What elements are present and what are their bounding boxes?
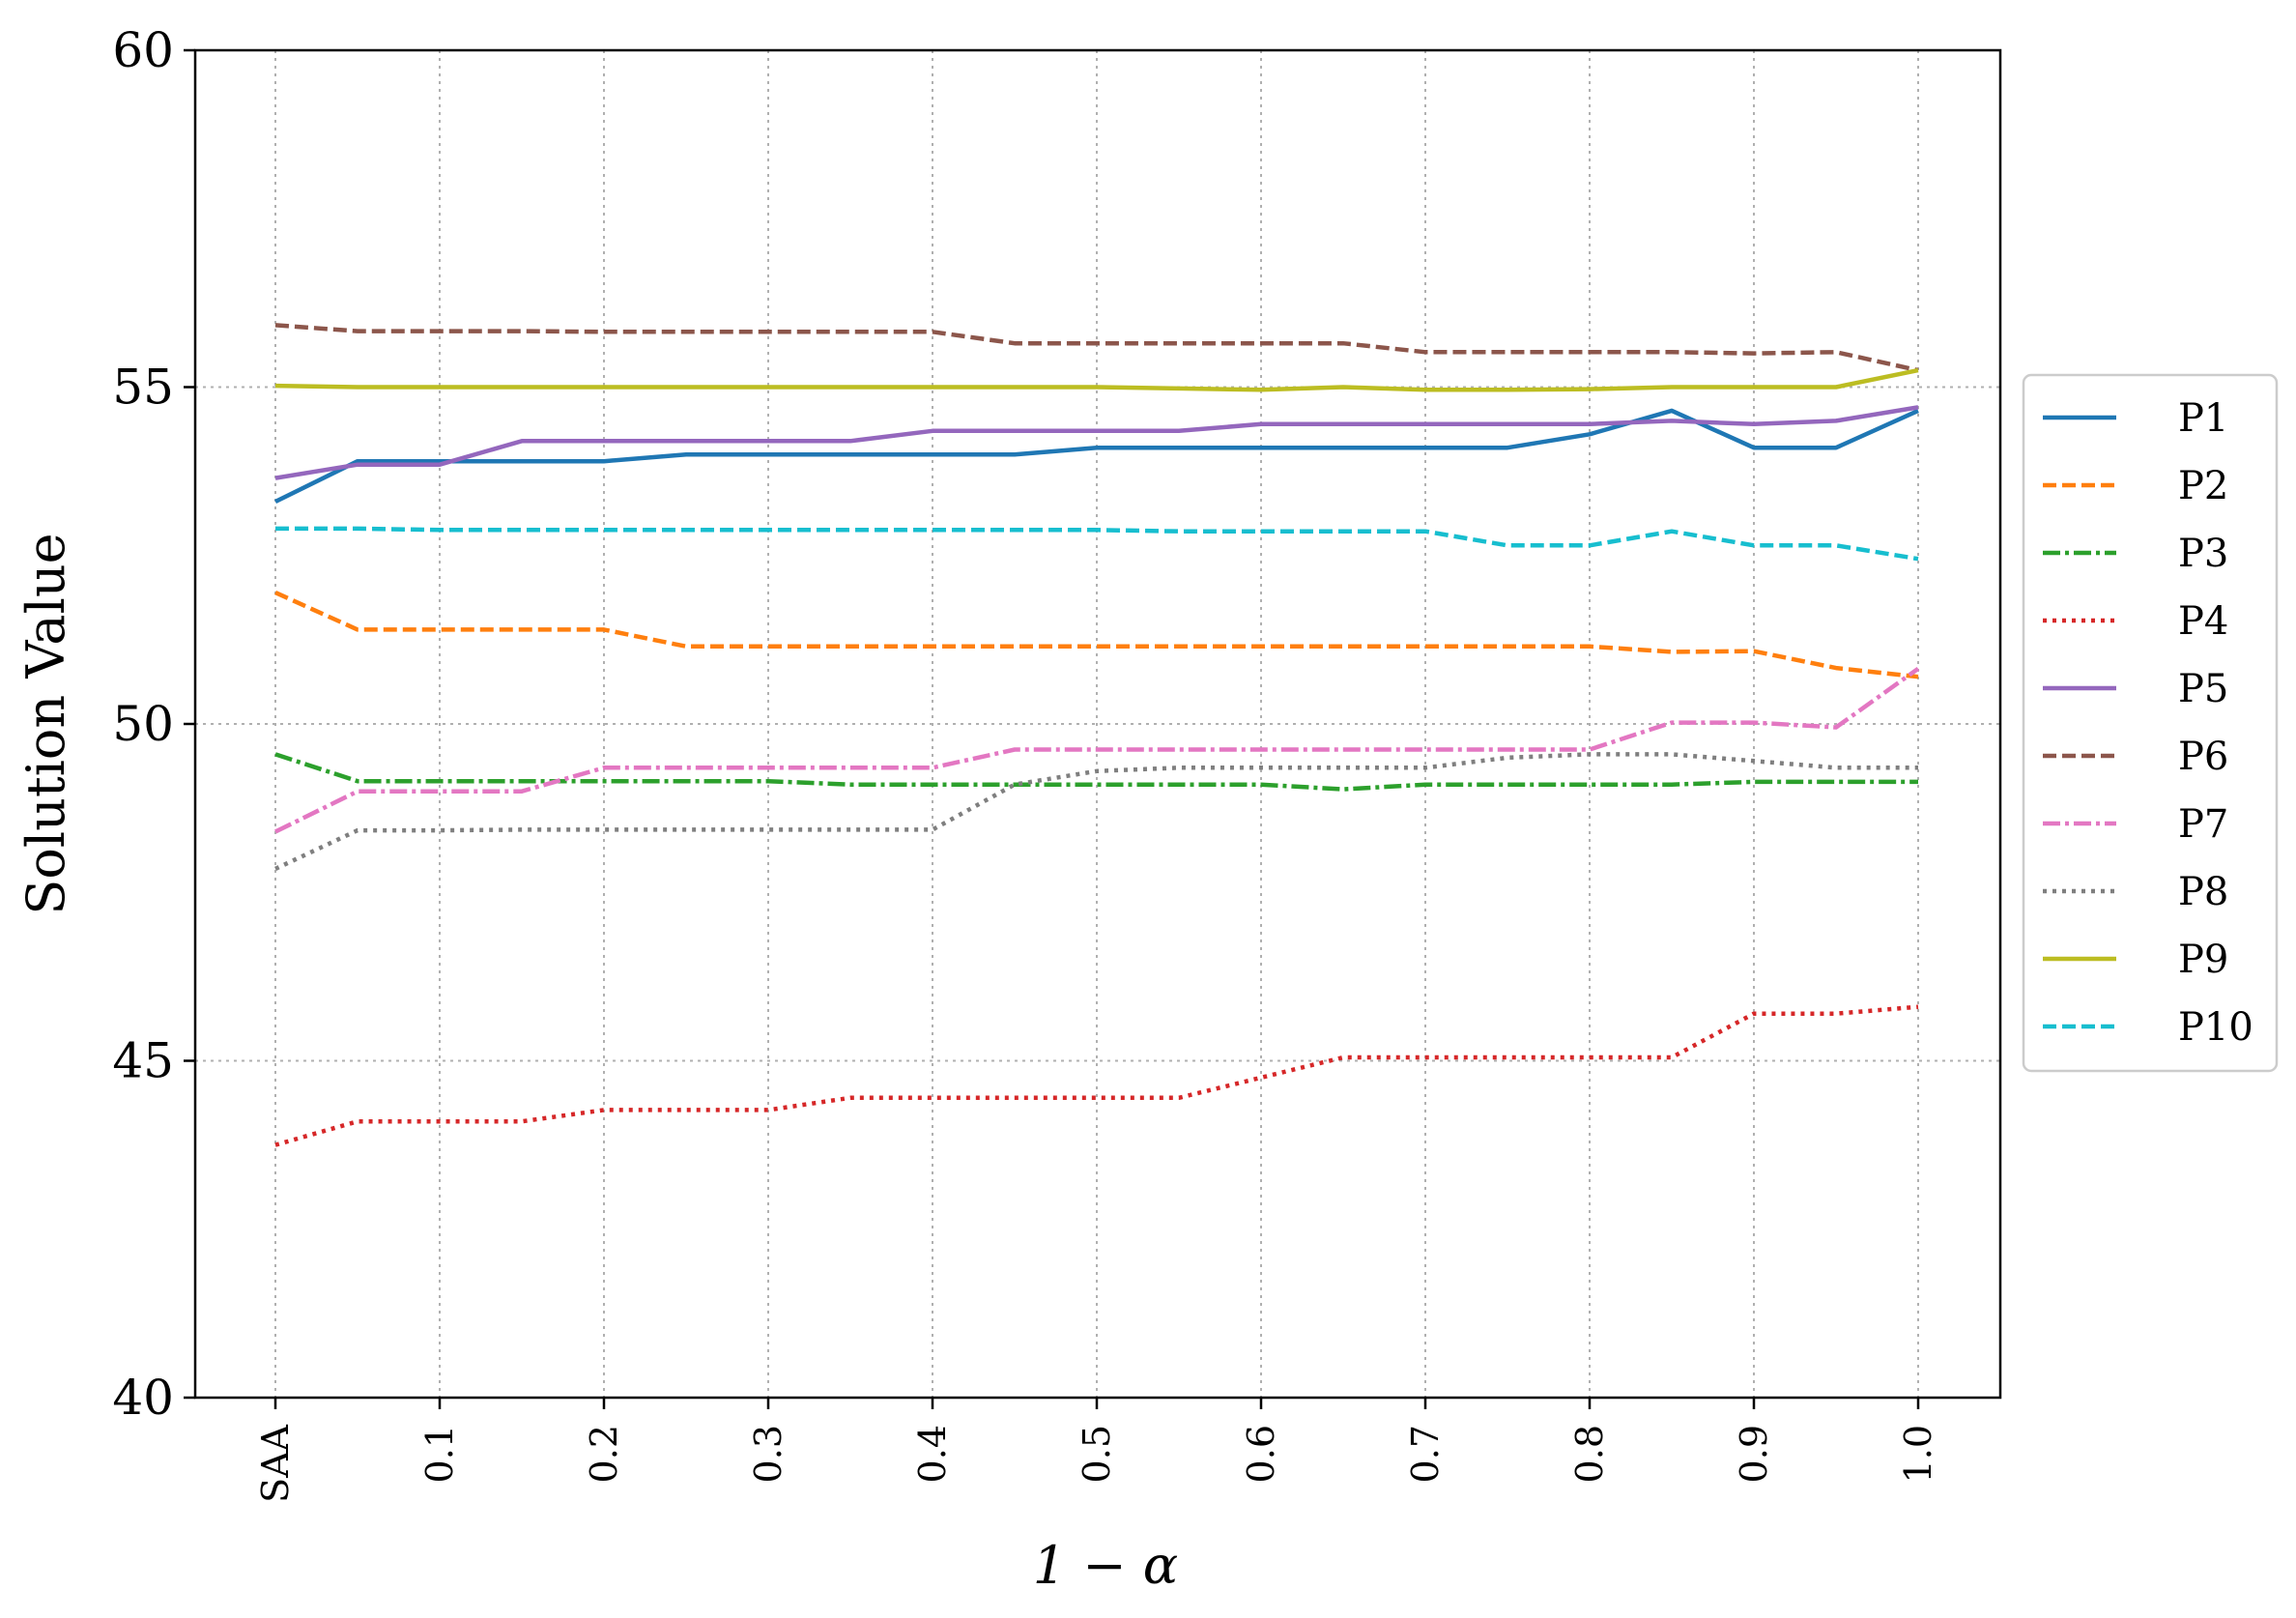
y-tick-label: 55 (112, 360, 174, 416)
x-tick-label: SAA (254, 1424, 297, 1502)
legend-box (2022, 373, 2279, 1073)
series-line-p5 (274, 405, 1919, 480)
series-line-p2 (274, 591, 1919, 679)
x-tick-label: 0.9 (1733, 1425, 1775, 1483)
x-tick-label: 0.7 (1404, 1425, 1447, 1483)
legend-label-p2: P2 (2178, 464, 2228, 508)
legend: P1 P2 P3 P4 P5 P6 P7 P8 P9 P10 (2022, 373, 2279, 1073)
legend-label-p3: P3 (2178, 532, 2228, 576)
legend-label-p8: P8 (2178, 870, 2228, 914)
legend-label-p4: P4 (2178, 599, 2228, 644)
x-tick-label: 0.2 (583, 1425, 625, 1483)
y-tick-label: 60 (112, 22, 174, 78)
legend-label-p7: P7 (2178, 802, 2228, 847)
y-tick-label: 50 (112, 696, 174, 752)
x-axis-ticks: SAA 0.1 0.2 0.3 0.4 0.5 0.6 0.7 0.8 0.9 1.0 (254, 1398, 1939, 1503)
legend-label-p6: P6 (2178, 735, 2228, 779)
legend-label-p5: P5 (2178, 667, 2228, 711)
x-tick-label: 0.8 (1568, 1425, 1611, 1483)
y-tick-label: 45 (112, 1033, 174, 1089)
series-line-p9 (274, 367, 1919, 392)
x-tick-label: 0.4 (911, 1425, 954, 1483)
x-axis-label: 1 − α (1033, 1535, 1178, 1596)
series-line-p7 (274, 666, 1920, 834)
series-line-p8 (274, 752, 1918, 871)
y-axis-ticks: 40 45 50 55 60 (112, 22, 195, 1426)
legend-label-p1: P1 (2178, 396, 2228, 441)
grid-lines (195, 50, 2000, 1398)
legend-label-p10: P10 (2178, 1005, 2253, 1050)
series-line-p10 (275, 526, 1919, 562)
x-tick-label: 1.0 (1897, 1425, 1939, 1483)
series-layer (274, 323, 1920, 1147)
x-tick-label: 0.5 (1076, 1425, 1118, 1483)
series-line-p3 (274, 752, 1918, 792)
legend-label-p9: P9 (2178, 938, 2228, 982)
x-tick-label: 0.3 (747, 1425, 789, 1483)
series-line-p1 (274, 408, 1919, 505)
y-tick-label: 40 (112, 1370, 174, 1426)
series-line-p6 (274, 323, 1919, 373)
x-tick-label: 0.6 (1240, 1425, 1282, 1483)
y-axis-label: Solution Value (15, 533, 76, 914)
x-tick-label: 0.1 (418, 1425, 461, 1483)
